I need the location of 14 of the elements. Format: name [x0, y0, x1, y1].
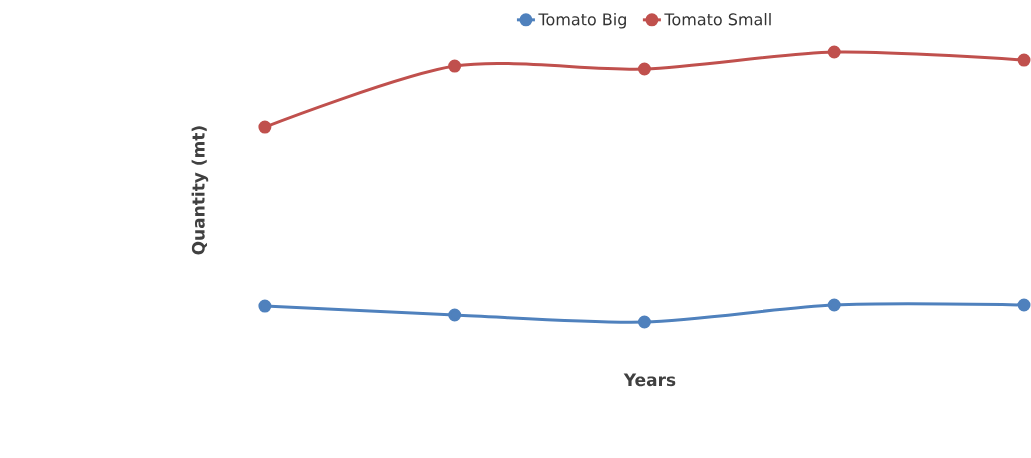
point	[258, 299, 272, 313]
point	[258, 120, 272, 134]
point	[827, 298, 841, 312]
point	[1017, 53, 1031, 67]
point	[637, 315, 651, 329]
legend-label: Tomato Small	[664, 13, 771, 26]
point	[637, 62, 651, 76]
y-axis-title: Quantity (mt)	[191, 126, 209, 255]
point	[448, 308, 462, 322]
point	[827, 45, 841, 59]
x-axis-title: Years	[623, 373, 676, 387]
point	[448, 59, 462, 73]
legend-label: Tomato Big	[538, 13, 626, 29]
point	[1017, 298, 1031, 312]
